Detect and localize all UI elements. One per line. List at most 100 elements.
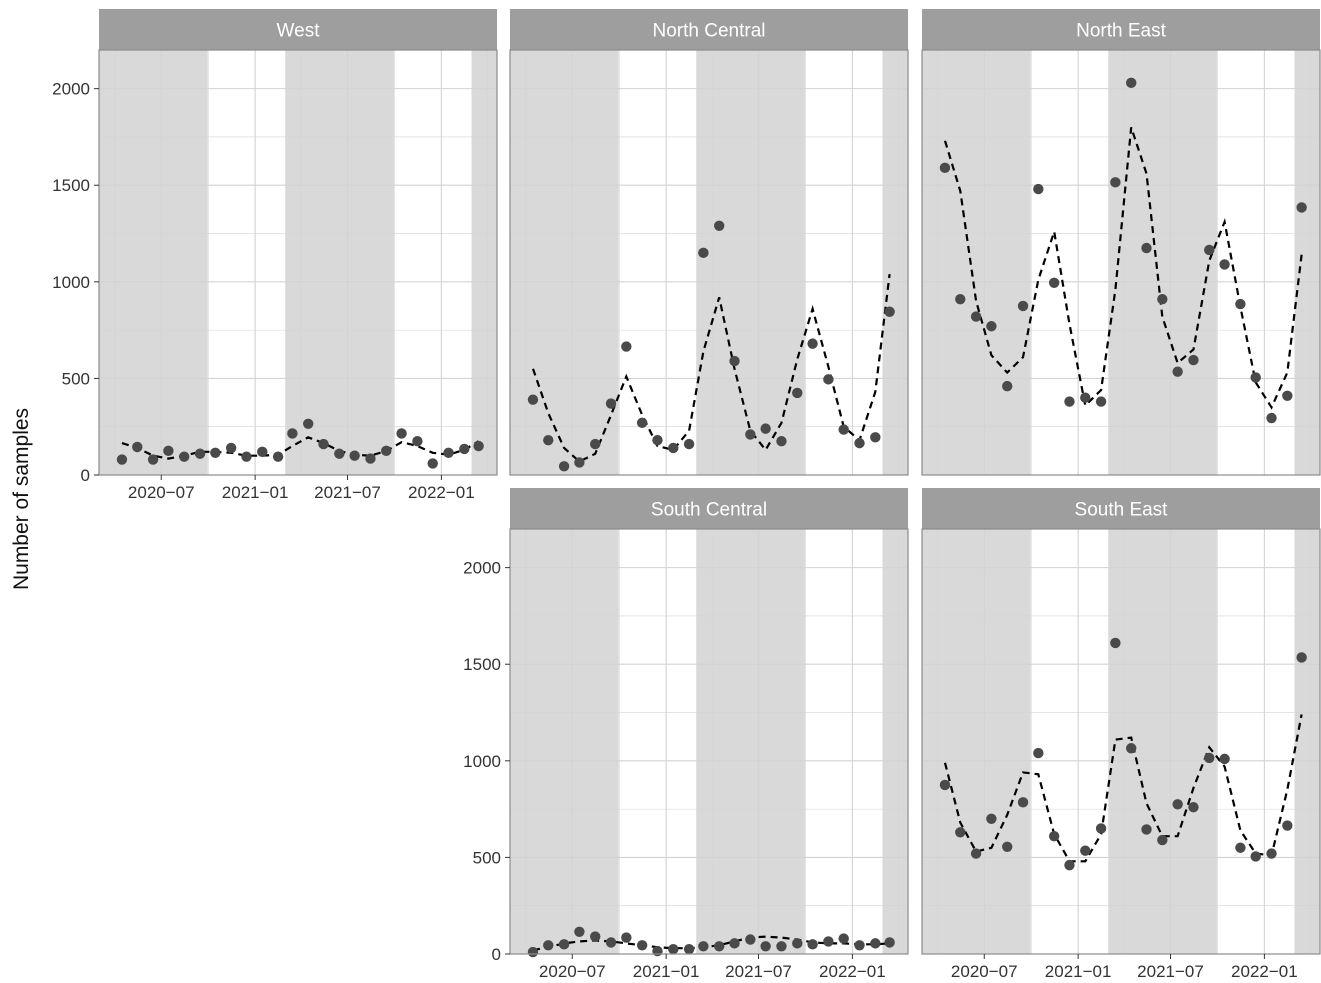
x-tick-label: 2021−07 — [1137, 962, 1204, 981]
data-point — [558, 461, 570, 472]
data-point — [1296, 652, 1307, 663]
x-tick-label: 2021−01 — [633, 962, 700, 981]
data-point — [1002, 380, 1013, 392]
data-point — [807, 338, 818, 349]
data-point — [1033, 183, 1044, 195]
data-point — [939, 779, 951, 791]
panel-border — [509, 49, 909, 476]
x-tick-label: 2021−07 — [314, 483, 381, 502]
data-point — [147, 454, 159, 465]
panel-border — [921, 528, 1321, 955]
data-point — [605, 398, 617, 409]
data-point — [1157, 834, 1168, 846]
y-tick-label: 500 — [473, 848, 501, 867]
data-point — [854, 437, 865, 449]
y-axis-label: Number of samples — [10, 408, 33, 590]
data-point — [334, 448, 345, 459]
data-point — [1080, 845, 1091, 856]
data-point — [939, 162, 951, 174]
data-point — [132, 441, 143, 453]
data-point — [683, 943, 695, 955]
y-tick-label: 0 — [492, 945, 501, 964]
shaded-period — [510, 50, 619, 475]
data-point — [1282, 820, 1293, 831]
x-tick-label: 2021−01 — [222, 483, 289, 502]
data-point — [870, 432, 881, 443]
data-point — [698, 941, 709, 952]
data-point — [652, 945, 663, 957]
shaded-period — [882, 529, 908, 954]
data-point — [1250, 372, 1261, 383]
facet-title: West — [277, 21, 321, 42]
data-point — [776, 435, 787, 447]
shaded-period — [1294, 50, 1320, 475]
data-point — [986, 813, 997, 824]
data-point — [1204, 752, 1215, 764]
data-point — [443, 447, 454, 458]
panel-west: West 0 500 1000 1500 2000 2020−07 2021−01 2021−0… — [52, 9, 498, 502]
data-point — [427, 458, 438, 469]
data-point — [318, 438, 329, 450]
data-point — [986, 321, 997, 332]
data-point — [257, 446, 268, 458]
facet-strip — [922, 488, 1320, 529]
data-point — [621, 932, 632, 943]
facet-title: North East — [1076, 21, 1166, 42]
data-point — [179, 451, 190, 462]
panel-north-east: North East — [921, 9, 1321, 476]
shaded-period — [471, 50, 497, 475]
data-point — [527, 394, 539, 405]
data-point — [1266, 412, 1277, 424]
data-point — [1141, 824, 1152, 835]
x-tick-label: 2020−07 — [539, 962, 606, 981]
data-point — [636, 417, 648, 429]
facet-title: North Central — [653, 21, 766, 42]
data-point — [543, 940, 554, 951]
data-point — [1095, 823, 1107, 834]
data-point — [1188, 354, 1199, 366]
data-point — [1266, 848, 1277, 859]
data-point — [1048, 277, 1060, 288]
trend-line — [943, 714, 1303, 863]
shaded-period — [510, 529, 619, 954]
y-tick-label: 2000 — [463, 559, 501, 578]
x-tick-label: 2022−01 — [1231, 962, 1298, 981]
data-point — [1235, 842, 1246, 853]
x-tick-label: 2022−01 — [819, 962, 886, 981]
data-point — [807, 939, 818, 950]
data-point — [163, 445, 174, 457]
data-point — [636, 940, 648, 951]
data-point — [714, 220, 725, 231]
data-point — [1235, 298, 1246, 310]
data-point — [1282, 390, 1293, 401]
data-point — [1064, 396, 1075, 407]
data-point — [287, 428, 298, 439]
shaded-period — [99, 50, 208, 475]
data-point — [1126, 743, 1137, 754]
data-point — [303, 418, 314, 430]
data-point — [838, 933, 849, 944]
data-point — [194, 448, 206, 459]
data-point — [870, 938, 881, 949]
data-point — [272, 451, 284, 462]
data-point — [558, 939, 570, 950]
data-point — [792, 938, 803, 949]
data-point — [1188, 801, 1199, 813]
data-point — [838, 424, 849, 435]
data-point — [668, 943, 679, 955]
data-point — [381, 445, 392, 457]
data-point — [652, 435, 663, 446]
data-point — [745, 934, 756, 945]
data-point — [412, 435, 423, 447]
data-point — [473, 440, 484, 452]
x-tick-label: 2021−07 — [725, 962, 792, 981]
data-point — [668, 442, 679, 454]
y-tick-label: 2000 — [52, 80, 90, 99]
panel-south-central: South Central 0 500 1000 1500 2000 2020−07 2021… — [463, 488, 909, 981]
panel-border — [98, 49, 498, 476]
facet-strip — [99, 9, 497, 50]
data-point — [396, 428, 407, 439]
shaded-period — [696, 50, 805, 475]
data-point — [1017, 300, 1029, 312]
